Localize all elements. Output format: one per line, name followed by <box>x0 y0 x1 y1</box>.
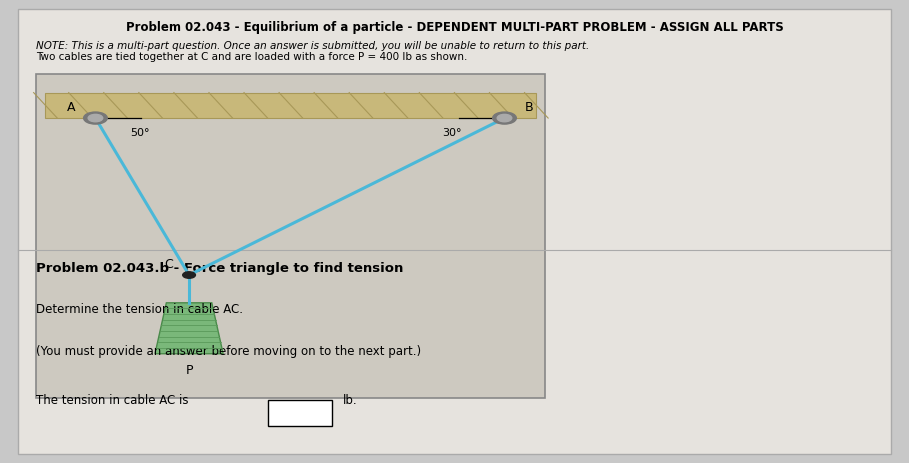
Text: C: C <box>164 258 173 271</box>
Circle shape <box>493 112 516 124</box>
Text: 30°: 30° <box>443 128 462 138</box>
Text: Problem 02.043.b - Force triangle to find tension: Problem 02.043.b - Force triangle to fin… <box>36 262 404 275</box>
Text: Problem 02.043 - Equilibrium of a particle - DEPENDENT MULTI-PART PROBLEM - ASSI: Problem 02.043 - Equilibrium of a partic… <box>125 21 784 34</box>
Text: A: A <box>67 101 75 114</box>
FancyBboxPatch shape <box>36 74 545 398</box>
Text: Two cables are tied together at C and are loaded with a force P = 400 lb as show: Two cables are tied together at C and ar… <box>36 52 468 62</box>
Circle shape <box>88 114 103 122</box>
Text: P: P <box>185 364 193 377</box>
Text: NOTE: This is a multi-part question. Once an answer is submitted, you will be un: NOTE: This is a multi-part question. Onc… <box>36 41 590 51</box>
Polygon shape <box>155 303 224 354</box>
FancyBboxPatch shape <box>18 9 891 454</box>
Circle shape <box>183 272 195 278</box>
Text: The tension in cable AC is: The tension in cable AC is <box>36 394 189 407</box>
Text: lb.: lb. <box>343 394 357 407</box>
Text: Determine the tension in cable AC.: Determine the tension in cable AC. <box>36 303 244 316</box>
FancyBboxPatch shape <box>268 400 332 426</box>
Bar <box>45 93 536 118</box>
Circle shape <box>497 114 512 122</box>
Text: (You must provide an answer before moving on to the next part.): (You must provide an answer before movin… <box>36 345 422 358</box>
Circle shape <box>84 112 107 124</box>
Text: 50°: 50° <box>130 128 149 138</box>
Text: B: B <box>524 101 533 114</box>
